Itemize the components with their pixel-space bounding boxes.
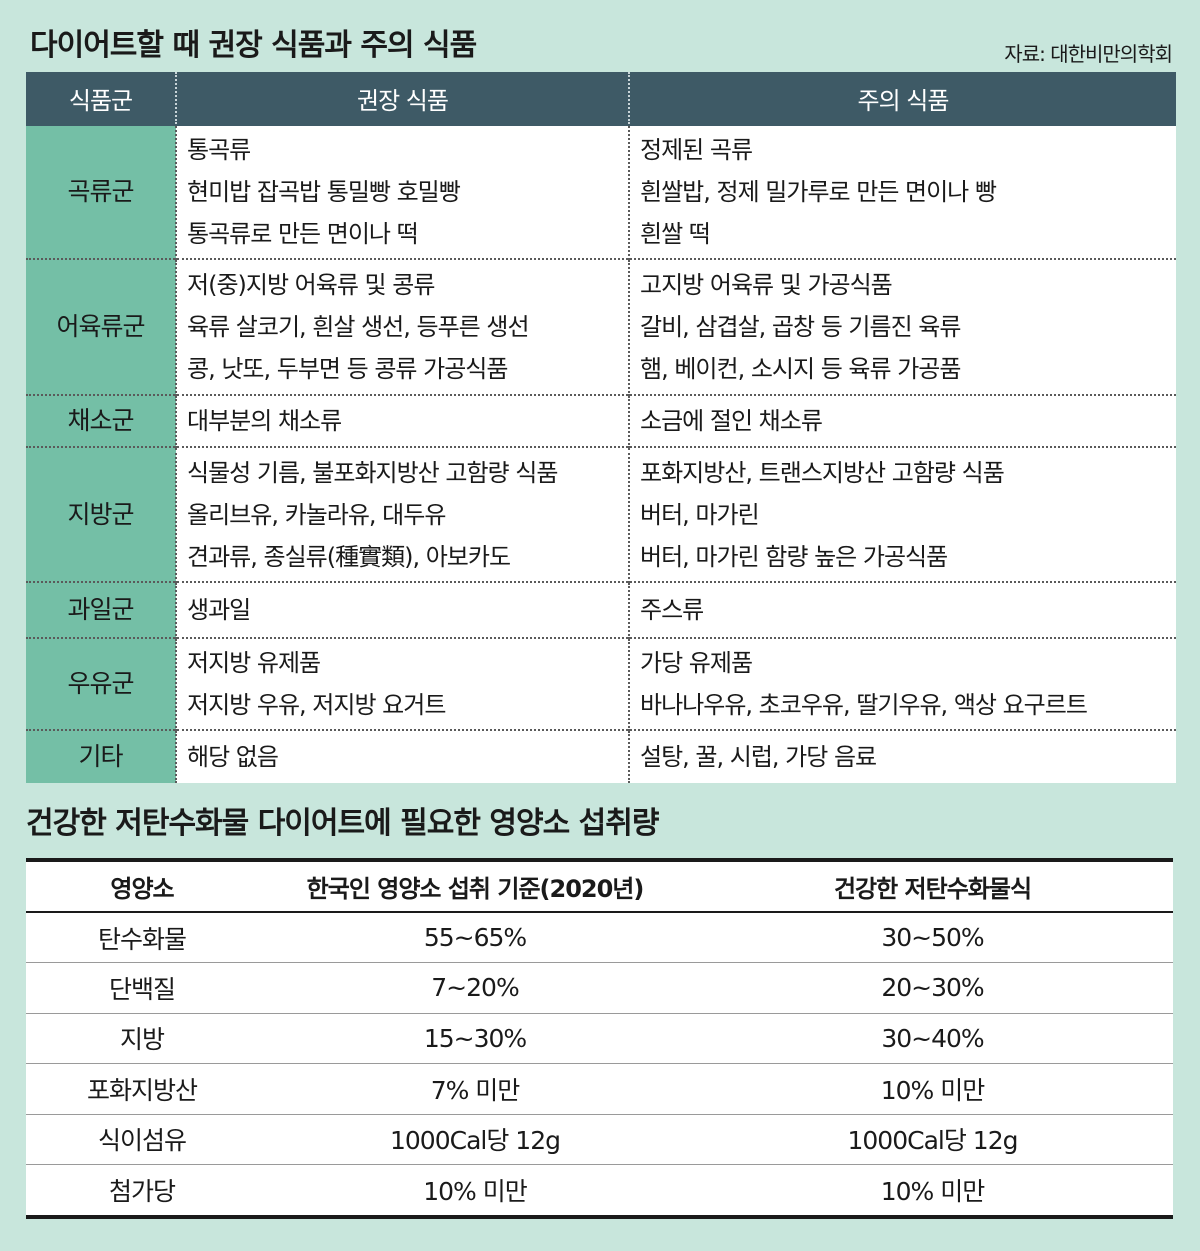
cell-line: 올리브유, 카놀라유, 대두유 bbox=[187, 500, 446, 529]
table-row: 식이섬유 1000Cal당 12g 1000Cal당 12g bbox=[26, 1113, 1173, 1165]
group-cell: 어육류군 bbox=[26, 258, 176, 395]
table-row: 지방 15~30% 30~40% bbox=[26, 1012, 1173, 1064]
nutrient-cell: 탄수화물 bbox=[97, 924, 187, 954]
standard-cell: 15~30% bbox=[258, 1012, 692, 1064]
standard-cell: 55~65% bbox=[423, 923, 527, 952]
cell-line: 생과일 bbox=[187, 596, 251, 624]
table-row: 포화지방산 7% 미만 10% 미만 bbox=[26, 1063, 1173, 1114]
low-carb-cell: 10% 미만 bbox=[692, 1063, 1173, 1114]
cell-line: 소금에 절인 채소류 bbox=[640, 407, 823, 435]
table-row: 단백질 7~20% 20~30% bbox=[26, 962, 1173, 1013]
cell-line: 주스류 bbox=[640, 596, 704, 624]
cell-line: 식물성 기름, 불포화지방산 고함량 식품 bbox=[187, 458, 558, 487]
nutrient-cell: 지방 bbox=[26, 1012, 258, 1064]
recommended-cell: 식물성 기름, 불포화지방산 고함량 식품 올리브유, 카놀라유, 대두유 견과… bbox=[175, 446, 629, 582]
header-caution: 주의 식품 bbox=[628, 72, 1176, 125]
cell-line: 대부분의 채소류 bbox=[187, 407, 342, 435]
table-row: 곡류군 통곡류 현미밥 잡곡밥 통밀빵 호밀빵 통곡류로 만든 면이나 떡 정제… bbox=[26, 124, 1176, 259]
caution-cell: 가당 유제품 바나나우유, 초코우유, 딸기우유, 액상 요구르트 bbox=[628, 637, 1176, 730]
cell-line: 통곡류로 만든 면이나 떡 bbox=[187, 220, 419, 248]
cell-line: 버터, 마가린 bbox=[640, 500, 760, 529]
cell-line: 육류 살코기, 흰살 생선, 등푸른 생선 bbox=[187, 313, 530, 341]
cell-line: 저지방 유제품 bbox=[187, 649, 321, 677]
table-row: 우유군 저지방 유제품 저지방 우유, 저지방 요거트 가당 유제품 바나나우유… bbox=[26, 637, 1176, 730]
caution-cell: 소금에 절인 채소류 bbox=[628, 394, 1176, 447]
cell-line: 저지방 우유, 저지방 요거트 bbox=[187, 691, 446, 719]
nutrient-intake-table: 영양소 한국인 영양소 섭취 기준(2020년) 건강한 저탄수화물식 탄수화물… bbox=[26, 862, 1173, 1215]
cell-line: 견과류, 종실류(種實類), 아보카도 bbox=[187, 542, 511, 571]
low-carb-cell: 30~50% bbox=[881, 923, 984, 952]
cell-line: 바나나우유, 초코우유, 딸기우유, 액상 요구르트 bbox=[640, 691, 1088, 719]
group-cell: 기타 bbox=[26, 729, 176, 783]
group-cell: 우유군 bbox=[26, 637, 176, 730]
nutrient-table-frame: 영양소 한국인 영양소 섭취 기준(2020년) 건강한 저탄수화물식 탄수화물… bbox=[26, 858, 1173, 1219]
cell-line: 현미밥 잡곡밥 통밀빵 호밀빵 bbox=[187, 178, 461, 206]
cell-line: 고지방 어육류 및 가공식품 bbox=[640, 271, 893, 299]
caution-cell: 설탕, 꿀, 시럽, 가당 음료 bbox=[628, 729, 1176, 783]
header-nutrient: 영양소 bbox=[26, 862, 258, 913]
recommended-cell: 해당 없음 bbox=[175, 729, 629, 783]
standard-cell: 7% 미만 bbox=[258, 1063, 692, 1114]
page-title: 다이어트할 때 권장 식품과 주의 식품 bbox=[30, 28, 477, 63]
section-title: 건강한 저탄수화물 다이어트에 필요한 영양소 섭취량 bbox=[26, 806, 659, 841]
group-cell: 과일군 bbox=[26, 581, 176, 638]
table-header-row: 영양소 한국인 영양소 섭취 기준(2020년) 건강한 저탄수화물식 bbox=[26, 862, 1173, 913]
caution-cell: 정제된 곡류 흰쌀밥, 정제 밀가루로 만든 면이나 빵 흰쌀 떡 bbox=[628, 124, 1176, 259]
food-recommendation-table: 식품군 권장 식품 주의 식품 곡류군 통곡류 현미밥 잡곡밥 통밀빵 호밀빵 … bbox=[26, 72, 1176, 783]
cell-line: 햄, 베이컨, 소시지 등 육류 가공품 bbox=[640, 355, 961, 383]
nutrient-cell: 단백질 bbox=[26, 962, 258, 1013]
nutrient-cell: 첨가당 bbox=[26, 1164, 258, 1215]
cell-line: 흰쌀밥, 정제 밀가루로 만든 면이나 빵 bbox=[640, 178, 997, 206]
caution-cell: 주스류 bbox=[628, 581, 1176, 638]
nutrient-cell: 포화지방산 bbox=[26, 1063, 258, 1114]
cell-line: 설탕, 꿀, 시럽, 가당 음료 bbox=[640, 743, 877, 771]
caution-cell: 포화지방산, 트랜스지방산 고함량 식품 버터, 마가린 버터, 마가린 함량 … bbox=[628, 446, 1176, 582]
cell-line: 해당 없음 bbox=[187, 743, 279, 771]
low-carb-cell: 30~40% bbox=[692, 1012, 1173, 1064]
cell-line: 콩, 낫또, 두부면 등 콩류 가공식품 bbox=[187, 355, 508, 383]
recommended-cell: 저(중)지방 어육류 및 콩류 육류 살코기, 흰살 생선, 등푸른 생선 콩,… bbox=[175, 258, 629, 395]
low-carb-cell: 1000Cal당 12g bbox=[692, 1113, 1173, 1165]
cell-line: 저(중)지방 어육류 및 콩류 bbox=[187, 271, 435, 299]
group-cell: 지방군 bbox=[26, 446, 176, 582]
table-header-row: 식품군 권장 식품 주의 식품 bbox=[26, 72, 1176, 125]
group-cell: 곡류군 bbox=[26, 124, 176, 259]
cell-line: 포화지방산, 트랜스지방산 고함량 식품 bbox=[640, 458, 1005, 487]
table-row: 탄수화물 55~65% 30~50% bbox=[26, 912, 1173, 963]
table-row: 첨가당 10% 미만 10% 미만 bbox=[26, 1164, 1173, 1215]
header-korean-standard: 한국인 영양소 섭취 기준(2020년) bbox=[258, 862, 692, 913]
table-row: 지방군 식물성 기름, 불포화지방산 고함량 식품 올리브유, 카놀라유, 대두… bbox=[26, 446, 1176, 582]
cell-line: 가당 유제품 bbox=[640, 649, 753, 677]
group-cell: 채소군 bbox=[26, 394, 176, 447]
recommended-cell: 생과일 bbox=[175, 581, 629, 638]
header-recommended: 권장 식품 bbox=[175, 72, 629, 125]
header-food-group: 식품군 bbox=[26, 72, 176, 125]
standard-cell: 1000Cal당 12g bbox=[258, 1113, 692, 1165]
source-credit: 자료: 대한비만의학회 bbox=[1004, 42, 1173, 66]
cell-line: 흰쌀 떡 bbox=[640, 220, 711, 248]
standard-cell: 7~20% bbox=[258, 962, 692, 1013]
low-carb-cell: 20~30% bbox=[692, 962, 1173, 1013]
cell-line: 통곡류 bbox=[187, 136, 251, 164]
nutrient-cell: 식이섬유 bbox=[26, 1113, 258, 1165]
recommended-cell: 통곡류 현미밥 잡곡밥 통밀빵 호밀빵 통곡류로 만든 면이나 떡 bbox=[175, 124, 629, 259]
cell-line: 정제된 곡류 bbox=[640, 136, 753, 164]
caution-cell: 고지방 어육류 및 가공식품 갈비, 삼겹살, 곱창 등 기름진 육류 햄, 베… bbox=[628, 258, 1176, 395]
table-row: 어육류군 저(중)지방 어육류 및 콩류 육류 살코기, 흰살 생선, 등푸른 … bbox=[26, 258, 1176, 395]
header-low-carb: 건강한 저탄수화물식 bbox=[692, 862, 1173, 913]
recommended-cell: 저지방 유제품 저지방 우유, 저지방 요거트 bbox=[175, 637, 629, 730]
standard-cell: 10% 미만 bbox=[258, 1164, 692, 1215]
table-row: 과일군 생과일 주스류 bbox=[26, 581, 1176, 638]
low-carb-cell: 10% 미만 bbox=[692, 1164, 1173, 1215]
table-row: 채소군 대부분의 채소류 소금에 절인 채소류 bbox=[26, 394, 1176, 447]
cell-line: 갈비, 삼겹살, 곱창 등 기름진 육류 bbox=[640, 313, 961, 341]
recommended-cell: 대부분의 채소류 bbox=[175, 394, 629, 447]
table-row: 기타 해당 없음 설탕, 꿀, 시럽, 가당 음료 bbox=[26, 729, 1176, 783]
cell-line: 버터, 마가린 함량 높은 가공식품 bbox=[640, 542, 948, 571]
